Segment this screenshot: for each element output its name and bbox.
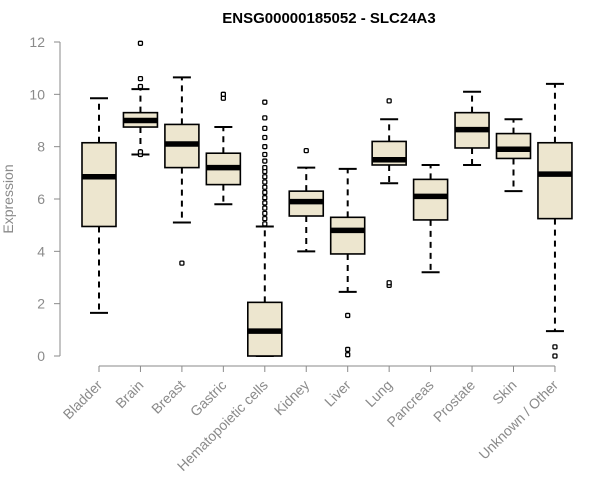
outlier-point [137, 75, 144, 82]
x-tick-label: Brain [112, 377, 146, 411]
outlier-point [386, 280, 392, 286]
outlier-point [345, 346, 351, 353]
box-group [329, 167, 366, 358]
outlier-point [262, 134, 268, 141]
chart-title: ENSG00000185052 - SLC24A3 [222, 10, 435, 27]
iqr-box [537, 141, 573, 220]
y-tick-label: 12 [29, 34, 45, 50]
iqr-box [495, 132, 532, 160]
x-tick-label: Breast [148, 377, 188, 417]
outlier-point [262, 151, 268, 158]
outlier-point [262, 144, 268, 150]
y-axis: 0 2 4 6 8 10 12 [29, 34, 61, 364]
outlier-point [262, 189, 268, 196]
outlier-point [262, 164, 268, 171]
outlier-point [552, 353, 558, 359]
box-group [412, 163, 449, 274]
outlier-point [262, 195, 268, 201]
box-group [288, 147, 325, 253]
outlier-point [262, 179, 268, 185]
x-tick-label: Unknown / Other [475, 377, 561, 463]
outlier-point [262, 200, 268, 206]
outlier-point [262, 221, 268, 227]
outlier-point [303, 147, 309, 154]
y-tick-label: 10 [29, 86, 45, 102]
y-tick-label: 0 [37, 348, 45, 364]
outlier-point [345, 352, 351, 358]
outlier-point [262, 115, 268, 121]
x-tick-label: Bladder [60, 377, 106, 423]
x-tick-label: Kidney [271, 377, 313, 419]
box-group [205, 91, 242, 206]
y-axis-title: Expression [0, 164, 16, 233]
x-tick-label: Lung [362, 377, 395, 410]
y-tick-label: 8 [37, 139, 45, 155]
box-group [537, 82, 573, 359]
outlier-point [220, 91, 227, 97]
x-tick-label: Skin [489, 377, 520, 408]
outlier-point [262, 184, 268, 190]
iqr-box [412, 178, 449, 221]
plot-area [81, 40, 573, 359]
outlier-point [262, 215, 268, 222]
box-group [122, 40, 159, 158]
iqr-box [81, 141, 117, 228]
outlier-point [386, 98, 392, 104]
outlier-point [262, 125, 268, 131]
box-group [164, 76, 200, 266]
box-group [81, 97, 117, 314]
outlier-point [262, 158, 268, 164]
box-group [247, 99, 283, 357]
outlier-point [262, 210, 268, 217]
x-tick-label: Prostate [430, 377, 478, 425]
y-tick-label: 4 [37, 243, 45, 259]
outlier-point [262, 205, 268, 211]
outlier-point [137, 40, 144, 46]
outlier-point [345, 312, 351, 319]
outlier-point [137, 149, 144, 155]
x-tick-label: Liver [321, 377, 354, 410]
outlier-point [137, 83, 144, 90]
iqr-box [329, 216, 366, 255]
box-group [371, 98, 407, 289]
outlier-point [262, 99, 268, 105]
box-group [454, 90, 490, 166]
outlier-point [552, 344, 558, 350]
box-group [495, 118, 532, 193]
y-tick-label: 6 [37, 191, 45, 207]
y-tick-label: 2 [37, 296, 45, 312]
outlier-point [262, 174, 268, 180]
outlier-point [179, 260, 185, 266]
